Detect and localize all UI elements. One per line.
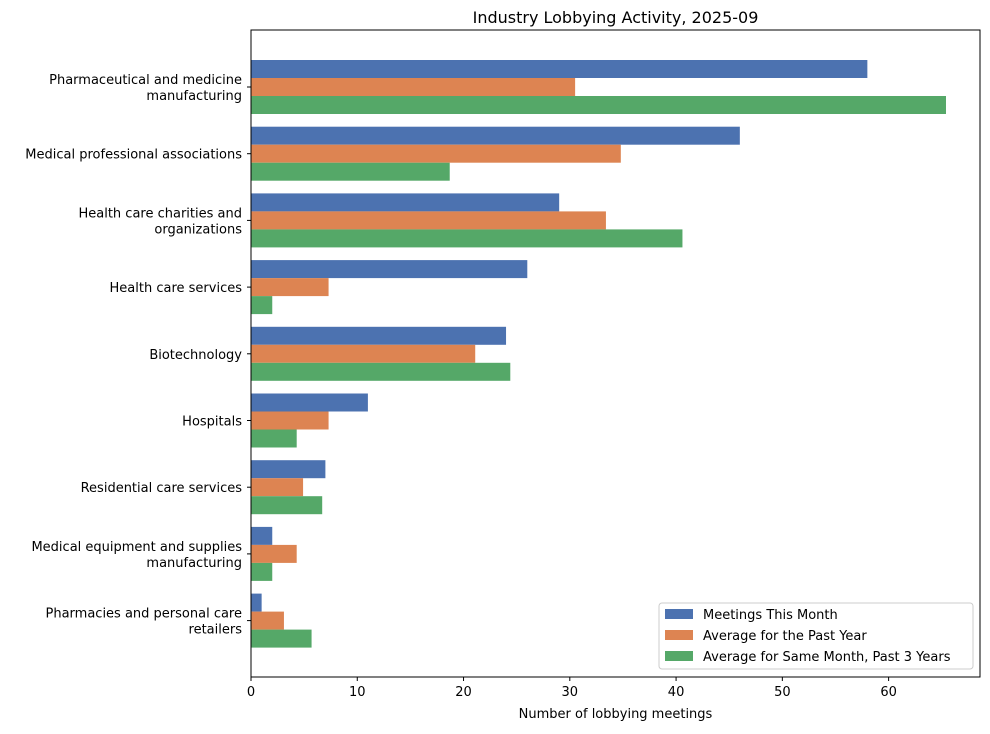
y-tick-label: manufacturing [146, 556, 242, 571]
bar-2-5 [251, 429, 297, 448]
y-tick-label: Hospitals [182, 415, 242, 430]
legend-label: Average for the Past Year [703, 629, 867, 644]
bar-2-7 [251, 562, 273, 581]
x-tick-label: 40 [668, 685, 685, 700]
bar-1-7 [251, 544, 297, 563]
y-tick-label: organizations [154, 222, 242, 237]
legend-label: Average for Same Month, Past 3 Years [703, 650, 951, 665]
y-tick-label: Residential care services [81, 481, 243, 496]
y-tick-label: Health care services [110, 281, 243, 296]
y-tick-label: Pharmaceutical and medicine [49, 73, 242, 88]
bar-0-5 [251, 393, 368, 412]
bar-1-2 [251, 211, 606, 230]
legend-label: Meetings This Month [703, 608, 838, 623]
bar-0-1 [251, 126, 740, 145]
bar-1-8 [251, 611, 284, 630]
bar-0-6 [251, 460, 326, 479]
x-tick-label: 60 [880, 685, 897, 700]
x-tick-label: 30 [562, 685, 579, 700]
legend-swatch [665, 630, 693, 640]
bar-1-5 [251, 411, 329, 430]
y-tick-label: Health care charities and [78, 206, 242, 221]
bar-2-4 [251, 362, 511, 381]
bar-2-8 [251, 629, 312, 648]
legend-swatch [665, 609, 693, 619]
bar-1-4 [251, 344, 476, 363]
x-tick-label: 50 [774, 685, 791, 700]
legend-swatch [665, 651, 693, 661]
bar-0-0 [251, 60, 868, 78]
y-tick-label: retailers [189, 623, 243, 638]
chart-title: Industry Lobbying Activity, 2025-09 [473, 8, 759, 27]
legend: Meetings This Month Average for the Past … [658, 602, 974, 670]
y-tick-label: Medical equipment and supplies [31, 540, 242, 555]
x-tick-label: 20 [455, 685, 472, 700]
bar-0-3 [251, 260, 528, 279]
bar-2-1 [251, 162, 450, 181]
x-axis-label: Number of lobbying meetings [519, 707, 713, 722]
bar-1-6 [251, 478, 304, 497]
bar-2-0 [251, 96, 946, 114]
bar-1-1 [251, 144, 621, 163]
bar-0-4 [251, 326, 507, 345]
bar-0-2 [251, 193, 560, 212]
y-tick-label: Medical professional associations [25, 148, 242, 163]
x-tick-label: 0 [247, 685, 255, 700]
bar-2-2 [251, 229, 683, 248]
y-tick-label: Biotechnology [149, 348, 242, 363]
bar-0-8 [251, 593, 262, 612]
x-tick-label: 10 [349, 685, 366, 700]
bar-1-0 [251, 78, 576, 96]
bar-2-3 [251, 296, 273, 315]
legend-box [658, 602, 974, 670]
bar-2-6 [251, 496, 323, 515]
y-tick-label: manufacturing [146, 89, 242, 104]
bar-0-7 [251, 526, 273, 545]
y-tick-label: Pharmacies and personal care [46, 607, 243, 622]
bar-1-3 [251, 278, 329, 297]
